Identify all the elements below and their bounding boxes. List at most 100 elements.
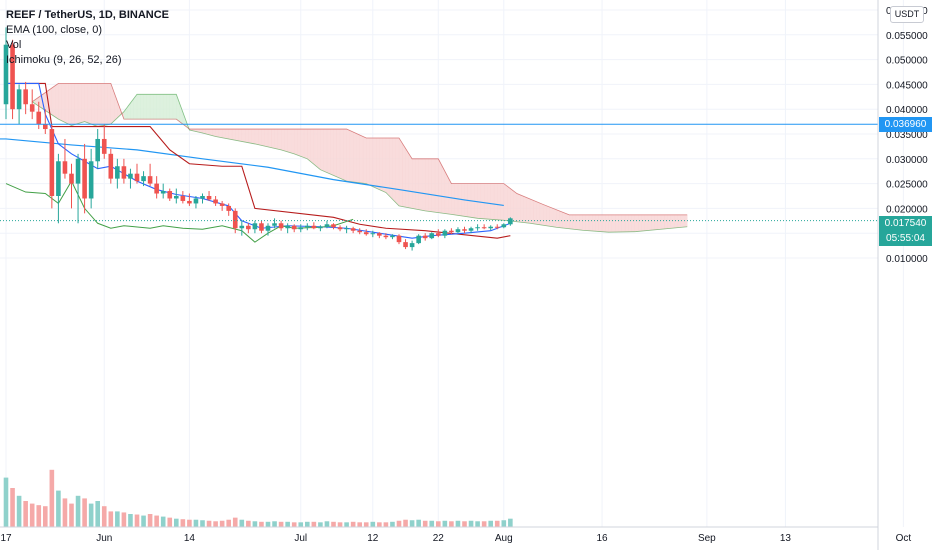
cloud-segment — [555, 209, 560, 228]
volume-bar — [3, 477, 9, 527]
cloud-segment — [336, 128, 341, 179]
cloud-segment — [614, 214, 619, 233]
candle-body — [141, 176, 146, 182]
cloud-segment — [153, 94, 157, 120]
candle-body — [298, 227, 304, 230]
y-tick-label: 0.040000 — [886, 105, 928, 116]
indicator-lines — [0, 82, 688, 243]
cloud-segment — [221, 128, 226, 139]
cloud-segment — [254, 128, 259, 145]
cloud-segment — [575, 214, 580, 231]
cloud-segment — [444, 171, 449, 215]
cloud-segment — [565, 213, 570, 230]
grid — [0, 0, 904, 527]
cloud-segment — [166, 94, 170, 120]
x-tick-label: 14 — [184, 533, 196, 544]
volume-bar — [324, 521, 330, 527]
volume-bar — [62, 498, 68, 527]
candle-body — [62, 161, 68, 174]
volume-bar — [187, 519, 192, 527]
volume-bar — [429, 520, 435, 527]
volume-bar — [403, 519, 408, 527]
cloud-segment — [572, 214, 577, 230]
cloud-segment — [395, 137, 400, 207]
vol-legend[interactable]: Vol — [6, 39, 22, 51]
candle-body — [239, 225, 245, 229]
y-tick-label: 0.030000 — [886, 155, 928, 166]
cloud-segment — [107, 83, 112, 126]
candle-body — [246, 225, 251, 230]
candle-body — [128, 173, 133, 179]
x-tick-label: Oct — [896, 533, 912, 544]
candle-body — [324, 224, 330, 227]
candle-body — [305, 225, 310, 228]
cloud-segment — [172, 94, 177, 120]
cloud-segment — [598, 214, 603, 232]
candle-body — [154, 183, 159, 194]
cloud-segment — [156, 94, 161, 120]
cloud-segment — [274, 128, 279, 150]
cloud-segment — [231, 128, 236, 141]
cloud-segment — [680, 214, 685, 228]
cloud-segment — [149, 94, 154, 120]
candle-body — [481, 227, 487, 229]
cloud-segment — [664, 214, 668, 230]
cloud-segment — [559, 210, 563, 229]
volume-bar — [350, 521, 356, 527]
cloud-segment — [362, 136, 367, 184]
cloud-segment — [261, 128, 265, 147]
symbol-title[interactable]: REEF / TetherUS, 1D, BINANCE — [6, 9, 169, 21]
volume-bar — [416, 519, 421, 527]
cloud-segment — [588, 214, 593, 232]
cloud-segment — [424, 158, 429, 212]
volume-bar — [409, 520, 415, 527]
cloud-segment — [641, 214, 645, 232]
volume-bar — [285, 521, 290, 527]
candle-body — [121, 166, 127, 179]
cloud-segment — [228, 128, 233, 140]
volume-bar — [501, 520, 507, 527]
cloud-segment — [628, 214, 632, 233]
cloud-segment — [352, 131, 357, 183]
candle-body — [134, 173, 140, 182]
cloud-segment — [369, 137, 374, 187]
candle-body — [252, 223, 258, 230]
cloud-segment — [618, 214, 622, 233]
candle-body — [403, 242, 408, 248]
volume-bar — [29, 503, 35, 527]
cloud-segment — [366, 137, 370, 186]
volume-bar — [180, 519, 186, 527]
volume-bar — [239, 519, 245, 527]
candle-body — [494, 226, 500, 228]
candle-body — [232, 210, 238, 229]
chart-legend: REEF / TetherUS, 1D, BINANCE EMA (100, c… — [6, 8, 169, 68]
cloud-segment — [159, 94, 164, 120]
volume-bar — [468, 520, 474, 527]
cloud-segment — [670, 214, 675, 229]
volume-bar — [200, 520, 205, 527]
cloud-segment — [58, 83, 62, 122]
cloud-segment — [356, 133, 360, 184]
cloud-segment — [634, 214, 639, 232]
candle-body — [206, 196, 212, 200]
x-tick-label: Aug — [495, 533, 513, 544]
cloud-segment — [624, 214, 629, 233]
candle-body — [363, 232, 369, 235]
ichimoku-legend[interactable]: Ichimoku (9, 26, 52, 26) — [6, 54, 122, 66]
ema-legend[interactable]: EMA (100, close, 0) — [6, 24, 102, 36]
cloud-segment — [359, 134, 364, 184]
candle-body — [390, 235, 395, 238]
candle-body — [180, 196, 186, 201]
cloud-segment — [677, 214, 681, 228]
volume-bar — [291, 522, 297, 527]
volume-bar — [36, 505, 42, 527]
volume-bar — [232, 517, 238, 527]
volume-bar — [88, 503, 94, 527]
candle-body — [174, 196, 179, 199]
volume-bar — [475, 521, 480, 527]
currency-button[interactable]: USDT — [890, 6, 924, 23]
cloud-segment — [140, 94, 144, 120]
ichimoku-cloud — [31, 82, 688, 233]
